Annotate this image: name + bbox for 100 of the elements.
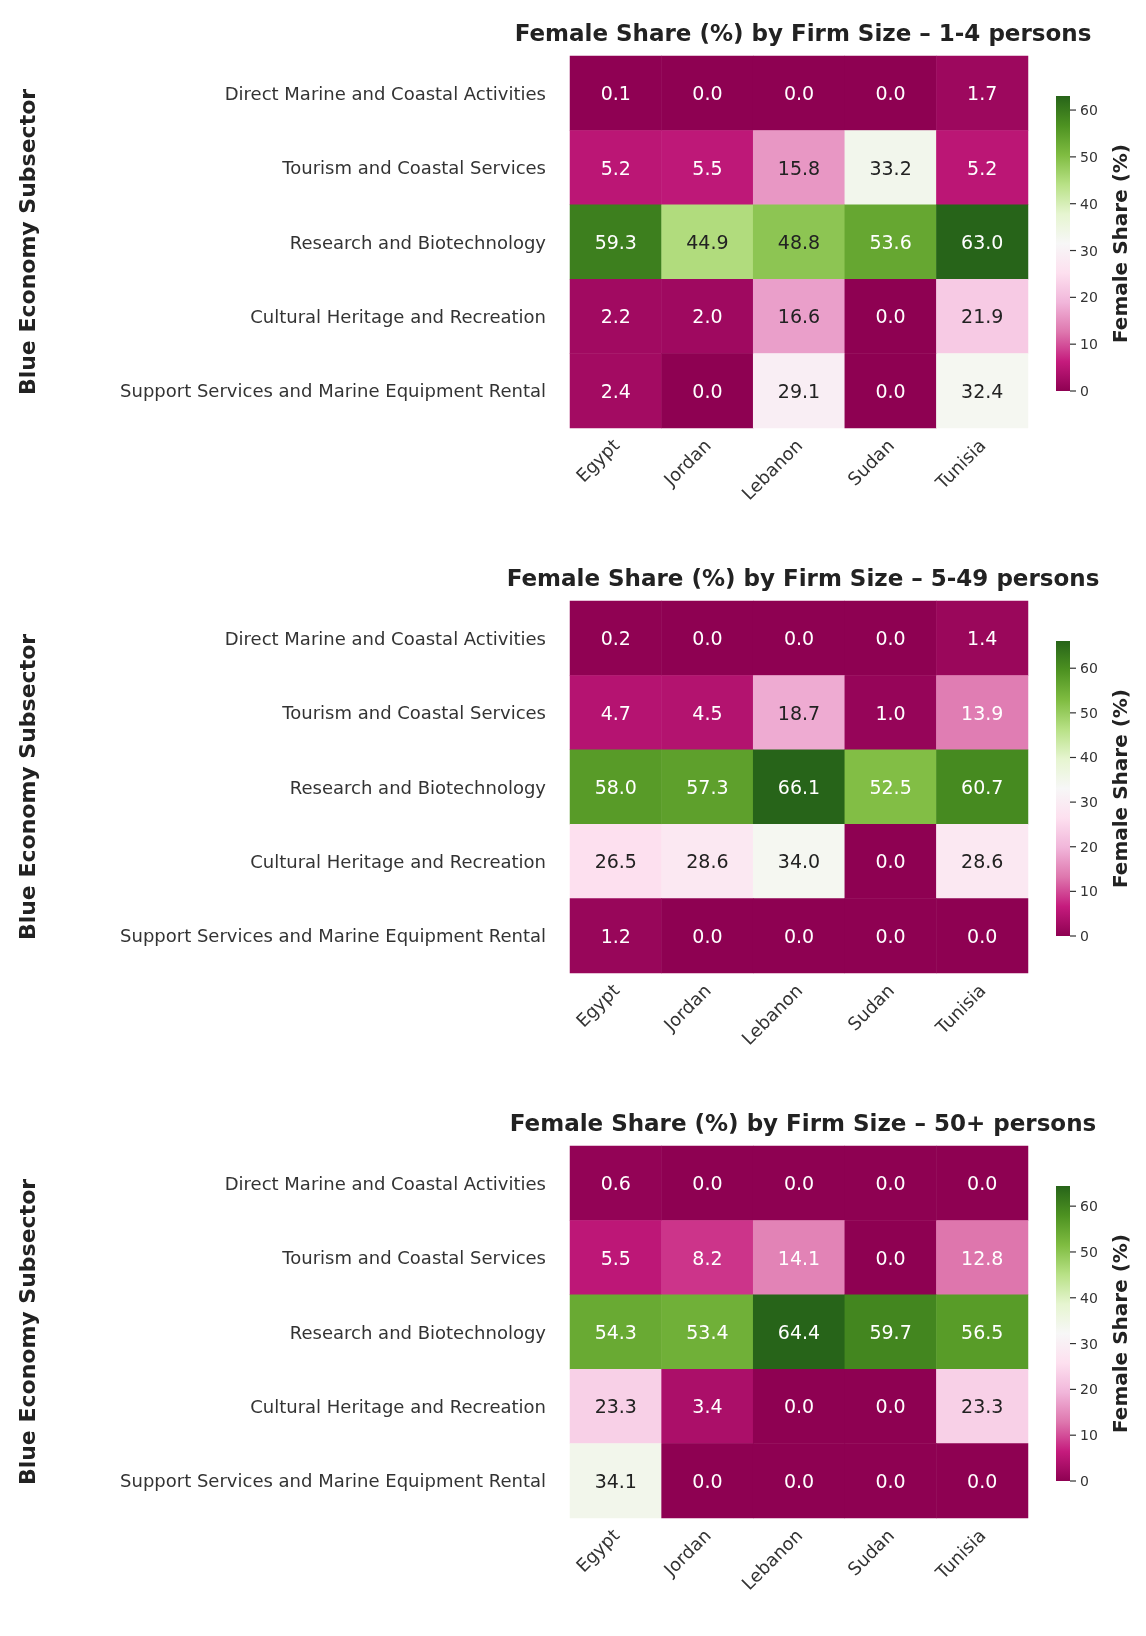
y-tick-label: Research and Biotechnology [289,1321,547,1343]
data-label: 26.5 [594,850,637,873]
data-label: 0.0 [967,1172,998,1195]
data-label: 2.2 [600,305,631,328]
data-label: 0.0 [967,924,998,947]
data-label: 16.6 [777,305,821,328]
data-label: 18.7 [777,701,821,724]
data-label: 44.9 [686,231,729,253]
color-bar-label: 10 [1080,883,1098,900]
y-tick-label: Support Services and Marine Equipment Rental [120,925,546,947]
color-bar-label: 40 [1080,195,1098,212]
color-bar-label: 60 [1080,102,1098,119]
y-tick-label: Cultural Heritage and Recreation [250,1395,546,1417]
data-label: 0.0 [783,1395,815,1418]
y-tick-label: Research and Biotechnology [289,231,547,253]
data-label: 2.0 [692,305,723,328]
data-label: 0.0 [692,627,723,650]
data-label: 29.1 [777,379,821,402]
data-label: 28.6 [961,850,1004,873]
color-bar-label: 10 [1080,336,1098,353]
y-tick-label: Research and Biotechnology [289,776,547,798]
data-label: 58.0 [594,776,637,798]
color-bar-label: 40 [1080,1289,1098,1306]
color-bar-label: 0 [1080,1473,1089,1489]
data-label: 0.0 [783,1469,815,1492]
data-label: 57.3 [686,776,729,798]
data-label: 54.3 [594,1321,637,1343]
data-label: 0.2 [600,627,631,650]
data-label: 2.4 [600,379,631,402]
data-label: 5.5 [600,1246,631,1269]
data-label: 13.9 [961,701,1004,724]
data-label: 4.5 [692,701,723,724]
data-label: 15.8 [777,156,821,179]
y-axis-title: Blue Economy Subsector [14,633,40,941]
color-bar-label: 60 [1080,1198,1098,1215]
data-label: 0.0 [875,1172,906,1195]
color-bar-label: 50 [1080,704,1098,721]
data-label: 5.2 [600,156,631,179]
data-label: 0.1 [600,82,631,105]
y-tick-label: Direct Marine and Coastal Activities [224,627,546,649]
data-label: 56.5 [961,1321,1004,1343]
chart-title: Female Share (%) by Firm Size – 1-4 persons [514,19,1092,46]
data-label: 59.7 [869,1321,912,1343]
data-label: 34.1 [594,1469,637,1492]
data-label: 14.1 [777,1246,821,1269]
chart-title: Female Share (%) by Firm Size – 5-49 persons [506,564,1100,591]
data-label: 23.3 [594,1395,637,1418]
data-label: 0.0 [783,82,815,105]
y-tick-label: Tourism and Coastal Services [281,157,546,179]
data-label: 59.3 [594,231,637,253]
y-tick-label: Direct Marine and Coastal Activities [224,82,546,104]
data-label: 0.0 [783,627,815,650]
data-label: 0.0 [967,1469,998,1492]
y-tick-label: Support Services and Marine Equipment Rental [120,1470,546,1492]
color-bar-label: 30 [1080,242,1098,259]
y-tick-label: Cultural Heritage and Recreation [250,305,546,327]
data-label: 0.0 [875,305,906,328]
data-label: 52.5 [869,776,912,798]
data-label: 0.0 [875,82,906,105]
data-label: 3.4 [692,1395,723,1418]
data-label: 5.2 [967,156,998,179]
data-label: 0.0 [692,379,723,402]
data-label: 0.0 [875,1469,906,1492]
color-bar-title: Female Share (%) [1108,1234,1132,1433]
data-label: 0.6 [600,1172,631,1195]
data-label: 64.4 [777,1321,821,1343]
data-label: 21.9 [961,305,1004,328]
data-label: 34.0 [777,850,821,873]
color-bar-label: 30 [1080,794,1098,811]
data-label: 0.0 [692,1469,723,1492]
y-tick-label: Support Services and Marine Equipment Rental [120,380,546,402]
y-tick-label: Tourism and Coastal Services [281,1247,546,1269]
color-bar-label: 20 [1080,838,1098,855]
y-tick-label: Direct Marine and Coastal Activities [224,1172,546,1194]
data-label: 0.0 [875,1246,906,1269]
y-tick-label: Cultural Heritage and Recreation [250,850,546,872]
data-label: 53.4 [686,1321,729,1343]
color-bar-label: 50 [1080,1243,1098,1260]
data-label: 1.0 [875,701,906,724]
data-label: 32.4 [961,379,1004,402]
data-label: 0.0 [692,924,723,947]
color-bar-title: Female Share (%) [1108,144,1132,343]
data-label: 60.7 [961,776,1004,798]
color-bar-label: 10 [1080,1427,1098,1444]
data-label: 12.8 [961,1246,1004,1269]
data-label: 33.2 [869,156,912,179]
data-label: 0.0 [783,1172,815,1195]
data-label: 0.0 [875,924,906,947]
data-label: 0.0 [783,924,815,947]
data-label: 5.5 [692,156,723,179]
data-label: 66.1 [777,776,821,798]
color-bar-label: 0 [1080,928,1089,944]
color-bar-label: 40 [1080,749,1098,766]
data-label: 0.0 [875,627,906,650]
y-axis-title: Blue Economy Subsector [14,1178,40,1486]
color-bar-label: 20 [1080,1381,1098,1398]
y-tick-label: Tourism and Coastal Services [281,702,546,724]
data-label: 8.2 [692,1246,723,1269]
data-label: 23.3 [961,1395,1004,1418]
data-label: 1.2 [600,924,631,947]
